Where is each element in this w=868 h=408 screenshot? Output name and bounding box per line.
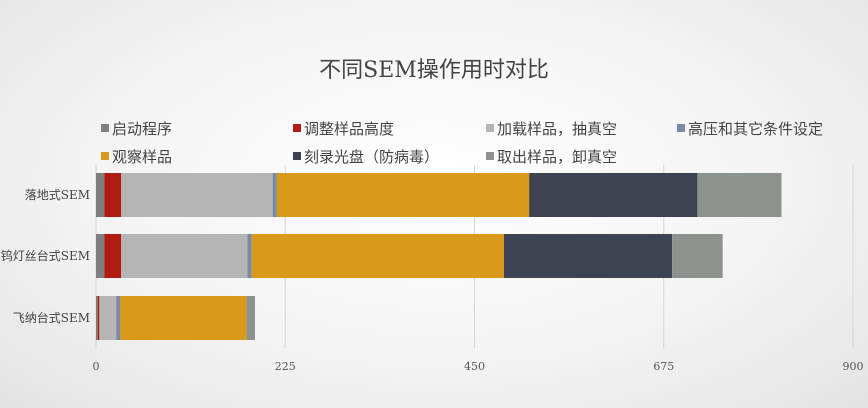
bar-segment xyxy=(697,173,782,217)
bars xyxy=(96,173,782,340)
bar-segment xyxy=(503,234,673,278)
legend-swatch xyxy=(293,152,301,160)
bar-segment xyxy=(96,296,98,340)
bar-segment xyxy=(121,173,273,217)
legend-label: 启动程序 xyxy=(112,120,172,138)
legend-swatch xyxy=(677,124,685,132)
legend-label: 调整样品高度 xyxy=(304,120,394,138)
bar-segment xyxy=(96,234,105,278)
bar-segment xyxy=(96,173,105,217)
x-tick-label: 450 xyxy=(464,360,485,373)
x-axis-ticks: 0 225 450 675 900 xyxy=(93,360,864,373)
x-tick-label: 675 xyxy=(653,360,674,373)
legend-label: 加载样品，抽真空 xyxy=(497,120,617,138)
category-label: 落地式SEM xyxy=(25,188,90,202)
bar-segment xyxy=(251,234,504,278)
bar-segment xyxy=(276,173,530,217)
legend-swatch xyxy=(101,124,109,132)
bar-segment xyxy=(116,296,121,340)
bar-segment xyxy=(104,234,122,278)
bar-segment xyxy=(121,234,248,278)
category-label: 钨灯丝台式SEM xyxy=(1,248,90,263)
legend-swatch xyxy=(486,152,494,160)
x-tick-label: 225 xyxy=(275,360,296,373)
bar-segment xyxy=(247,234,252,278)
bar-segment xyxy=(97,296,100,340)
legend-swatch xyxy=(101,152,109,160)
category-label: 飞纳台式SEM xyxy=(13,310,90,325)
bar-segment xyxy=(104,173,122,217)
bar-segment xyxy=(120,296,247,340)
bar-segment xyxy=(246,296,255,340)
legend-swatch xyxy=(293,124,301,132)
category-labels: 落地式SEM 钨灯丝台式SEM 飞纳台式SEM xyxy=(1,188,90,325)
bar-segment xyxy=(99,296,117,340)
chart-title: 不同SEM操作用时对比 xyxy=(319,58,549,83)
bar-segment xyxy=(272,173,277,217)
x-tick-label: 0 xyxy=(93,360,100,373)
x-tick-label: 900 xyxy=(843,360,864,373)
legend-label: 刻录光盘（防病毒） xyxy=(304,148,439,166)
bar-segment xyxy=(529,173,698,217)
legend-label: 取出样品，卸真空 xyxy=(497,148,617,166)
legend-label: 高压和其它条件设定 xyxy=(688,120,823,138)
legend-swatch xyxy=(486,124,494,132)
bar-segment xyxy=(672,234,723,278)
legend-label: 观察样品 xyxy=(112,148,172,166)
